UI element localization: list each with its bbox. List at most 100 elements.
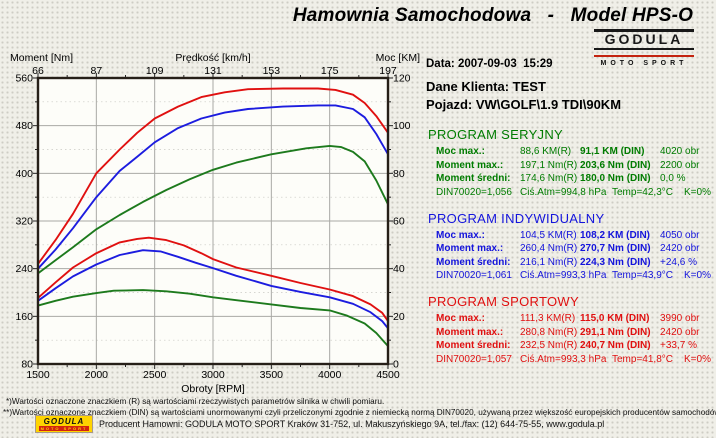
spec-r-value: 260,4 Nm(R) <box>520 243 578 254</box>
k-factor: K=0% <box>684 186 711 198</box>
din-factor: DIN70020=1,061 <box>436 270 512 281</box>
logo-moto-sport: MOTO SPORT <box>40 425 88 431</box>
spec-row-moment-max: Moment max.: 197,1 Nm(R) 203,6 Nm (DIN) … <box>426 159 714 173</box>
spec-label: Moment max.: <box>436 243 504 254</box>
tick-label-moc: 60 <box>393 216 405 228</box>
logo-godula-text: GODULA <box>43 416 85 426</box>
program-title: PROGRAM INDYWIDUALNY <box>428 210 605 226</box>
spec-din-value: 224,3 Nm (DIN) <box>580 256 651 268</box>
tick-label-speed: 87 <box>90 65 102 77</box>
spec-row-moment-sredni: Moment średni: 174,6 Nm(R) 180,0 Nm (DIN… <box>426 172 714 186</box>
tick-label-speed: 197 <box>379 65 397 77</box>
spec-din-value: 203,6 Nm (DIN) <box>580 159 651 171</box>
tick-label-speed: 175 <box>321 65 339 77</box>
tick-label-moment: 480 <box>15 120 33 132</box>
k-factor: K=0% <box>684 270 711 281</box>
footnote-din: **)Wartości oznaczone znaczkiem (DIN) są… <box>3 408 716 417</box>
axis-label-speed: Prędkość [km/h] <box>175 52 250 64</box>
tick-label-rpm: 1500 <box>26 369 50 381</box>
atm-pressure: Ciś.Atm=993,3 hPa <box>520 353 607 365</box>
spec-row-moc-max: Moc max.: 111,3 KM(R) 115,0 KM (DIN) 399… <box>426 312 714 326</box>
din-factor: DIN70020=1,057 <box>436 353 512 365</box>
spec-conditions-row: DIN70020=1,057 Ciś.Atm=993,3 hPa Temp=41… <box>426 353 714 367</box>
vehicle-name: Pojazd: VW\GOLF\1.9 TDI\90KM <box>426 97 622 112</box>
tick-label-moc: 100 <box>393 120 411 132</box>
spec-din-value: 115,0 KM (DIN) <box>580 313 650 324</box>
spec-label: Moment średni: <box>436 256 511 268</box>
godula-logo-small: GODULA MOTO SPORT <box>35 415 93 433</box>
producer-text: Producent Hamowni: GODULA MOTO SPORT Kra… <box>99 419 605 429</box>
spec-label: Moc max.: <box>436 313 485 324</box>
tick-label-moment: 400 <box>15 168 33 180</box>
axis-label-obroty: Obroty [RPM] <box>181 383 245 395</box>
godula-logo: GODULA MOTO SPORT <box>594 29 694 67</box>
spec-percent: 0,0 % <box>660 173 686 184</box>
tick-label-moment: 80 <box>21 359 33 371</box>
page-title: Hamownia Samochodowa - Model HPS-O <box>292 5 694 26</box>
tick-label-rpm: 3500 <box>260 369 284 381</box>
logo-bottom-bar <box>594 48 694 50</box>
spec-din-value: 291,1 Nm (DIN) <box>580 326 651 338</box>
spec-row-moc-max: Moc max.: 88,6 KM(R) 91,1 KM (DIN) 4020 … <box>426 145 714 159</box>
tick-label-moc: 40 <box>393 263 405 275</box>
curve-moment-indywidualny <box>37 249 389 330</box>
tick-label-moment: 240 <box>15 263 33 275</box>
atm-pressure: Ciś.Atm=994,8 hPa <box>520 186 607 198</box>
curve-moment-sportowy <box>37 236 389 323</box>
program-seryjny-block: PROGRAM SERYJNY Moc max.: 88,6 KM(R) 91,… <box>426 127 714 200</box>
dyno-chart-svg: 1500662000872500109300013135001534000175… <box>10 52 420 395</box>
spec-rpm: 2420 obr <box>660 326 700 338</box>
spec-r-value: 104,5 KM(R) <box>520 229 577 241</box>
spec-rpm: 2200 obr <box>660 159 700 171</box>
spec-r-value: 88,6 KM(R) <box>520 146 572 157</box>
spec-percent: +24,6 % <box>660 256 697 268</box>
tick-label-rpm: 4500 <box>376 369 400 381</box>
spec-rpm: 4050 obr <box>660 229 700 241</box>
measurement-date: Data: 2007-09-03 15:29 <box>426 58 553 70</box>
spec-row-moc-max: Moc max.: 104,5 KM(R) 108,2 KM (DIN) 405… <box>426 229 714 243</box>
axis-label-moment: Moment [Nm] <box>10 52 73 64</box>
logo-moto-sport: MOTO SPORT <box>594 52 694 67</box>
spec-percent: +33,7 % <box>660 340 697 351</box>
dyno-chart: 1500 66 2000 87 2500 109 3000 131 3500 153 4000 175… <box>0 45 422 397</box>
curve-moc-seryjny <box>37 144 389 275</box>
spec-label: Moment średni: <box>436 340 511 351</box>
spec-label: Moment max.: <box>436 326 504 338</box>
spec-row-moment-sredni: Moment średni: 232,5 Nm(R) 240,7 Nm (DIN… <box>426 339 714 353</box>
logo-red-stripe: MOTO SPORT <box>38 425 90 431</box>
spec-r-value: 280,8 Nm(R) <box>520 326 578 338</box>
tick-label-speed: 153 <box>263 65 281 77</box>
spec-row-moment-sredni: Moment średni: 216,1 Nm(R) 224,3 Nm (DIN… <box>426 256 714 270</box>
spec-rpm: 4020 obr <box>660 146 700 157</box>
spec-rpm: 2420 obr <box>660 243 700 254</box>
program-sportowy-block: PROGRAM SPORTOWY Moc max.: 111,3 KM(R) 1… <box>426 294 714 367</box>
spec-r-value: 174,6 Nm(R) <box>520 173 578 184</box>
logo-red-stripe <box>594 55 694 57</box>
results-panel: Data: 2007-09-03 15:29 Dane Klienta: TES… <box>426 58 714 378</box>
k-factor: K=0% <box>684 353 711 365</box>
spec-din-value: 240,7 Nm (DIN) <box>580 340 651 351</box>
curve-moment-seryjny <box>37 289 389 348</box>
plot-frame <box>36 76 390 366</box>
spec-label: Moment średni: <box>436 173 511 184</box>
tick-label-rpm: 3000 <box>201 369 225 381</box>
logo-godula-text: GODULA <box>604 31 684 47</box>
tick-label-speed: 66 <box>32 65 44 77</box>
spec-r-value: 197,1 Nm(R) <box>520 159 578 171</box>
tick-label-moc: 80 <box>393 168 405 180</box>
din-factor: DIN70020=1,056 <box>436 186 512 198</box>
spec-rpm: 3990 obr <box>660 313 700 324</box>
tick-label-speed: 109 <box>146 65 164 77</box>
spec-label: Moment max.: <box>436 159 504 171</box>
spec-conditions-row: DIN70020=1,061 Ciś.Atm=993,3 hPa Temp=43… <box>426 269 714 283</box>
program-title: PROGRAM SPORTOWY <box>428 294 579 309</box>
client-name: Dane Klienta: TEST <box>426 79 546 94</box>
footnote-r: *)Wartości oznaczone znaczkiem (R) są wa… <box>6 397 385 406</box>
tick-label-moc: 0 <box>393 359 399 371</box>
program-title: PROGRAM SERYJNY <box>428 127 564 142</box>
spec-r-value: 216,1 Nm(R) <box>520 256 578 268</box>
spec-din-value: 91,1 KM (DIN) <box>580 146 645 157</box>
spec-conditions-row: DIN70020=1,056 Ciś.Atm=994,8 hPa Temp=42… <box>426 186 714 200</box>
temperature: Temp=41,8°C <box>612 353 673 365</box>
